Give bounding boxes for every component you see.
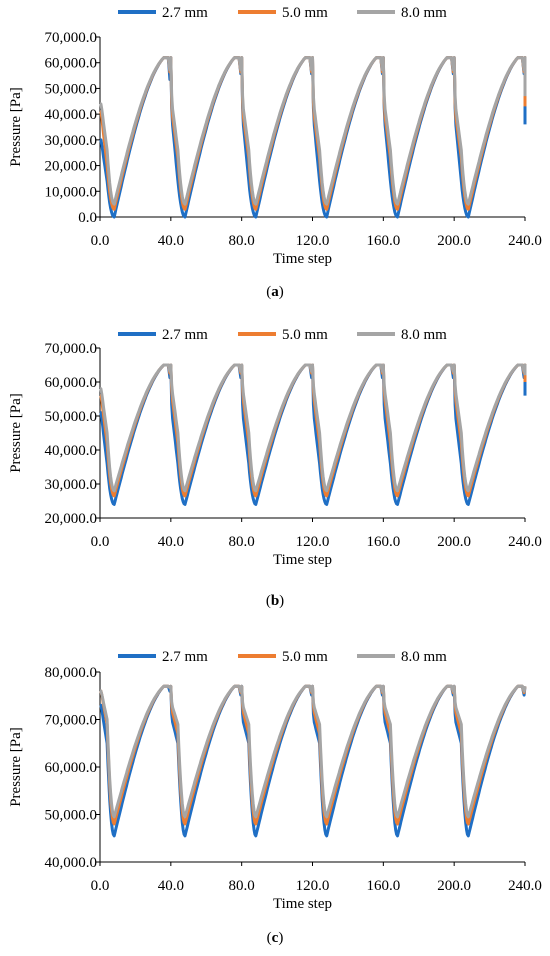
x-tick-label: 0.0 [91,878,110,894]
legend-label-3: 8.0 mm [401,327,447,343]
x-tick-label: 160.0 [366,878,400,894]
series-line-3 [99,684,527,819]
x-tick-label: 120.0 [296,534,330,550]
x-tick-label: 80.0 [229,233,255,249]
x-tick-label: 80.0 [229,878,255,894]
x-tick-label: 160.0 [366,534,400,550]
x-tick-label: 40.0 [158,233,184,249]
y-tick-label: 70,000.0 [45,341,98,357]
x-tick-label: 120.0 [296,878,330,894]
y-tick-label: 80,000.0 [45,665,98,681]
x-tick-label: 80.0 [229,534,255,550]
chart-panel-c: 2.7 mm 5.0 mm 8.0 mm 40,000.0 50,000.0 60,000… [8,649,542,946]
y-tick-label: 30,000.0 [45,133,98,149]
y-tick-label: 50,000.0 [45,81,98,97]
y-tick-label: 50,000.0 [45,808,98,824]
legend-label-3: 8.0 mm [401,5,447,21]
x-tick-label: 200.0 [437,878,471,894]
legend-label-2: 5.0 mm [282,5,328,21]
x-tick-label: 200.0 [437,534,471,550]
x-tick-label: 160.0 [366,233,400,249]
x-tick-label: 120.0 [296,233,330,249]
y-tick-label: 70,000.0 [45,30,98,46]
legend-label-2: 5.0 mm [282,649,328,665]
legend-label-2: 5.0 mm [282,327,328,343]
y-tick-label: 60,000.0 [45,56,98,72]
y-tick-label: 60,000.0 [45,760,98,776]
y-axis-label: Pressure [Pa] [8,87,24,167]
panel-caption: (a) [266,284,284,300]
y-tick-label: 20,000.0 [45,159,98,175]
y-axis-label: Pressure [Pa] [8,727,24,807]
x-tick-label: 240.0 [508,534,542,550]
y-tick-label: 60,000.0 [45,375,98,391]
series-line-3 [99,363,527,493]
x-tick-label: 200.0 [437,233,471,249]
x-axis-label: Time step [273,251,332,267]
x-axis-label: Time step [273,896,332,912]
chart-panel-a: 2.7 mm 5.0 mm 8.0 mm 0.0 10,000.0 20,000.0 30,… [8,5,542,300]
y-tick-label: 0.0 [78,210,97,226]
x-tick-label: 240.0 [508,878,542,894]
legend-label-1: 2.7 mm [162,327,208,343]
legend-label-1: 2.7 mm [162,5,208,21]
y-tick-label: 40,000.0 [45,855,98,871]
panel-caption: (b) [266,593,284,609]
legend-label-3: 8.0 mm [401,649,447,665]
y-tick-label: 10,000.0 [45,184,98,200]
y-tick-label: 40,000.0 [45,107,98,123]
y-tick-label: 70,000.0 [45,713,98,729]
y-tick-label: 50,000.0 [45,409,98,425]
y-axis-label: Pressure [Pa] [8,393,24,473]
panel-caption: (c) [267,930,284,946]
x-tick-label: 40.0 [158,534,184,550]
x-axis-label: Time step [273,552,332,568]
chart-panel-b: 2.7 mm 5.0 mm 8.0 mm 20,000.0 30,000.0 40,000… [8,327,542,609]
x-tick-label: 0.0 [91,233,110,249]
y-tick-label: 40,000.0 [45,443,98,459]
x-tick-label: 240.0 [508,233,542,249]
y-tick-label: 30,000.0 [45,477,98,493]
x-tick-label: 40.0 [158,878,184,894]
legend-label-1: 2.7 mm [162,649,208,665]
series-line-3 [99,56,527,206]
y-tick-label: 20,000.0 [45,511,98,527]
x-tick-label: 0.0 [91,534,110,550]
